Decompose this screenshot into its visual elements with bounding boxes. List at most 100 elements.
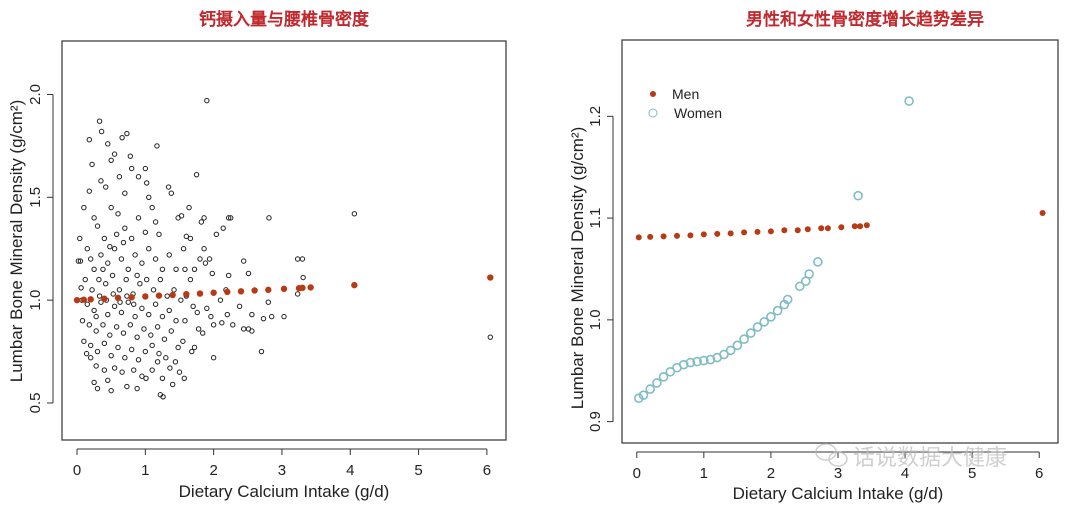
- data-point: [108, 387, 114, 394]
- data-point: [142, 348, 149, 355]
- data-point: [175, 344, 181, 351]
- data-point: [134, 334, 140, 340]
- data-point: [144, 276, 150, 283]
- men-point: [851, 223, 858, 230]
- right-plot-frame: [621, 39, 1059, 444]
- legend-women-marker: [648, 108, 658, 118]
- data-point: [164, 293, 170, 299]
- data-point: [79, 318, 86, 324]
- data-point: [204, 97, 210, 104]
- left-x-axis-label: Dietary Calcium Intake (g/d): [179, 482, 390, 501]
- data-point: [101, 367, 108, 373]
- men-point: [794, 227, 801, 234]
- data-point: [139, 260, 145, 266]
- legend-men-marker: [650, 91, 656, 97]
- data-point: [180, 338, 186, 344]
- data-point: [209, 270, 215, 277]
- men-point: [863, 222, 870, 229]
- data-point: [240, 326, 247, 332]
- data-point: [127, 322, 134, 328]
- data-point: [116, 287, 123, 293]
- data-point: [84, 246, 90, 252]
- men-point: [714, 230, 721, 237]
- fitted-point: [351, 281, 358, 289]
- men-point: [818, 225, 825, 232]
- data-point: [108, 352, 114, 359]
- right-x-axis-label: Dietary Calcium Intake (g/d): [733, 484, 944, 503]
- data-point: [77, 258, 84, 264]
- data-point: [187, 235, 194, 242]
- fitted-point: [487, 274, 494, 281]
- data-point: [134, 272, 140, 279]
- men-point: [687, 232, 694, 239]
- data-point: [91, 215, 97, 221]
- data-point: [157, 276, 164, 283]
- women-point: [692, 356, 702, 367]
- fitted-point: [155, 292, 163, 299]
- women-point: [759, 317, 770, 327]
- data-point: [115, 344, 121, 351]
- data-point: [105, 377, 111, 384]
- data-point: [176, 369, 183, 375]
- data-point: [266, 215, 272, 221]
- data-point: [236, 303, 243, 310]
- data-point: [193, 171, 200, 178]
- data-point: [86, 322, 93, 328]
- men-point: [727, 230, 734, 237]
- data-point: [116, 174, 123, 180]
- women-point: [904, 96, 914, 106]
- data-point: [108, 204, 114, 211]
- data-point: [143, 375, 149, 381]
- women-point: [719, 349, 729, 360]
- left-x-tick-label: 3: [278, 462, 286, 479]
- data-point: [175, 215, 181, 221]
- right-x-tick-label: 4: [901, 465, 909, 482]
- data-point: [180, 246, 187, 252]
- data-point: [178, 297, 184, 303]
- left-y-tick-label: 1.0: [27, 290, 44, 311]
- data-point: [124, 293, 130, 299]
- data-point: [161, 336, 168, 342]
- data-point: [111, 365, 118, 371]
- data-point: [94, 223, 101, 229]
- data-point: [94, 348, 101, 355]
- data-point: [173, 318, 179, 324]
- data-point: [122, 190, 128, 196]
- left-x-tick-label: 6: [483, 462, 491, 479]
- data-point: [191, 344, 198, 351]
- legend-women-label: Women: [674, 105, 722, 121]
- data-point: [142, 165, 149, 172]
- data-point: [110, 291, 116, 297]
- right-y-tick-label: 0.9: [587, 411, 604, 432]
- data-point: [93, 328, 99, 334]
- data-point: [172, 359, 179, 365]
- data-point: [89, 161, 95, 168]
- data-point: [107, 243, 113, 250]
- men-point: [660, 233, 667, 240]
- data-point: [159, 266, 166, 272]
- fitted-point: [265, 286, 272, 294]
- men-point: [741, 229, 748, 236]
- data-point: [139, 373, 145, 379]
- left-y-axis-label: Lumbar Bone Mineral Density (g/cm²): [7, 100, 26, 382]
- women-point: [652, 378, 662, 388]
- data-point: [135, 215, 142, 221]
- data-point: [146, 194, 152, 201]
- women-point: [782, 294, 793, 305]
- women-point: [752, 322, 763, 332]
- left-plot-area: 0 1 2 3 4 5 6 0.5 1.0 1.5 2.0: [27, 40, 507, 479]
- data-point: [208, 313, 214, 320]
- data-point: [103, 184, 109, 190]
- data-point: [128, 165, 135, 172]
- left-chart-title: 钙摄入量与腰椎骨密度: [199, 9, 370, 30]
- women-point: [766, 312, 776, 322]
- data-point: [98, 128, 105, 135]
- data-point: [96, 276, 102, 283]
- data-point: [131, 301, 137, 307]
- left-y-tick-label: 1.5: [27, 187, 44, 208]
- left-x-tick-label: 5: [414, 462, 422, 479]
- left-y-tick-label: 0.5: [27, 393, 44, 414]
- data-point: [202, 260, 209, 266]
- data-point: [115, 211, 121, 217]
